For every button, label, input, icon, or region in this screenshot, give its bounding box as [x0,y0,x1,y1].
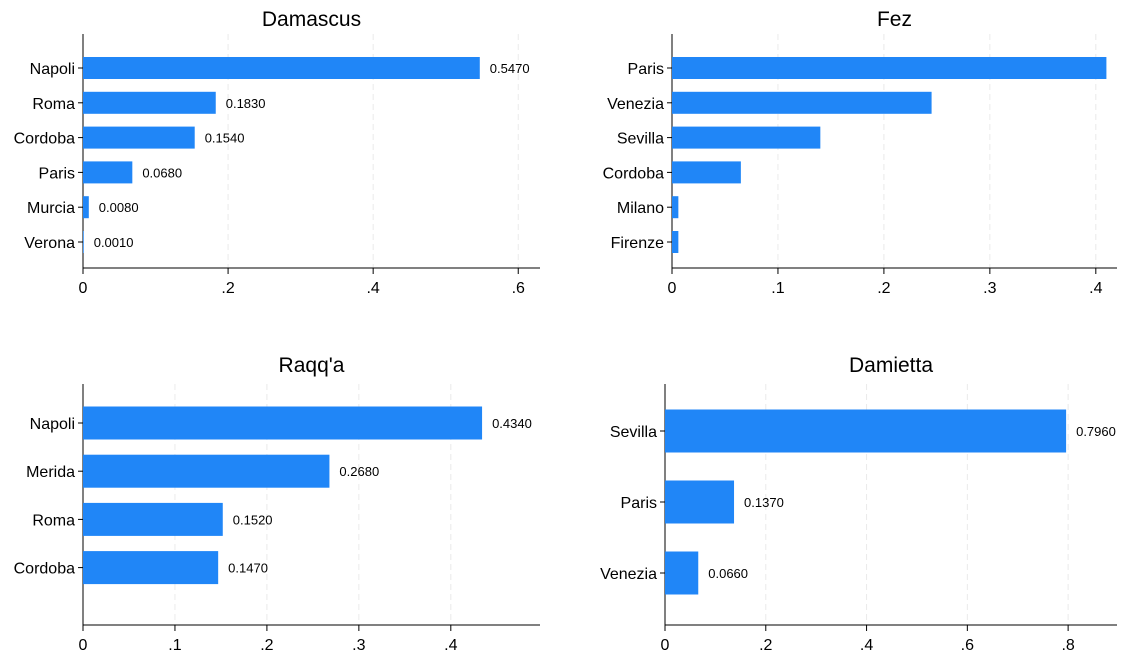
category-label: Sevilla [610,424,657,441]
bar [665,551,699,595]
category-label: Verona [24,235,75,252]
category-label: Roma [32,512,75,529]
x-tick-label: .3 [352,637,365,654]
value-label: 0.1470 [228,561,268,576]
bar [83,57,480,79]
category-label: Cordoba [603,165,664,182]
bar [83,196,89,219]
category-label: Venezia [607,96,664,113]
category-label: Merida [26,464,75,481]
category-label: Paris [621,495,657,512]
value-label: 0.0660 [708,566,748,581]
value-label: 0.2680 [339,464,379,479]
category-label: Napoli [30,61,75,78]
category-label: Sevilla [617,131,664,148]
value-label: 0.4340 [492,416,532,431]
x-tick-label: .4 [860,637,873,654]
category-label: Firenze [611,235,664,252]
x-tick-label: 0 [79,280,88,297]
x-tick-label: .8 [1061,637,1074,654]
x-tick-label: 0 [79,637,88,654]
chart-panel: Raqq'a Napoli 0.4340 Merida 0.2680 Roma 0.1520… [14,354,540,654]
bar [83,91,216,114]
chart-title: Fez [877,8,912,31]
bar [665,480,735,524]
x-tick-label: .2 [221,280,234,297]
x-tick-label: .4 [444,637,457,654]
bar [83,406,483,440]
x-tick-label: .2 [877,280,890,297]
bar [672,231,679,253]
x-tick-label: .2 [759,637,772,654]
value-label: 0.1370 [744,495,784,510]
x-tick-label: .6 [512,280,525,297]
category-label: Roma [32,96,75,113]
value-label: 0.1830 [226,96,266,111]
bar [83,502,223,536]
value-label: 0.5470 [490,61,530,76]
bar [672,91,932,114]
x-tick-label: .1 [168,637,181,654]
x-tick-label: .1 [771,280,784,297]
category-label: Napoli [30,416,75,433]
bar [672,57,1107,79]
value-label: 0.7960 [1076,424,1116,439]
bar [83,551,219,585]
chart-panel: Damascus Napoli 0.5470 Roma 0.1830 Cordoba 0.1… [14,8,540,297]
chart-panel: Damietta Sevilla 0.7960 Paris 0.1370 Venezia 0… [600,354,1117,654]
value-label: 0.0010 [94,235,134,250]
value-label: 0.0680 [142,165,182,180]
category-label: Paris [39,165,75,182]
x-tick-label: .4 [366,280,379,297]
x-tick-label: .6 [961,637,974,654]
bar [672,161,741,184]
x-tick-label: .2 [260,637,273,654]
bar [672,196,679,219]
category-label: Murcia [27,200,75,217]
x-tick-label: .4 [1089,280,1102,297]
category-label: Milano [617,200,664,217]
bar [665,409,1067,453]
value-label: 0.1520 [233,512,273,527]
value-label: 0.0080 [99,200,139,215]
bar [672,126,821,149]
value-label: 0.1540 [205,131,245,146]
chart-title: Damascus [262,8,361,31]
bar [83,161,133,184]
category-label: Venezia [600,566,657,583]
chart-title: Raqq'a [279,354,345,377]
bar [83,454,330,488]
x-tick-label: 0 [668,280,677,297]
category-label: Cordoba [14,131,75,148]
bar [83,126,195,149]
x-tick-label: .3 [983,280,996,297]
category-label: Cordoba [14,561,75,578]
bar [83,231,84,253]
chart-panel: Fez Paris Venezia Sevilla Cordoba Milano Firen… [603,8,1117,297]
category-label: Paris [628,61,664,78]
chart-title: Damietta [849,354,933,377]
x-tick-label: 0 [661,637,670,654]
